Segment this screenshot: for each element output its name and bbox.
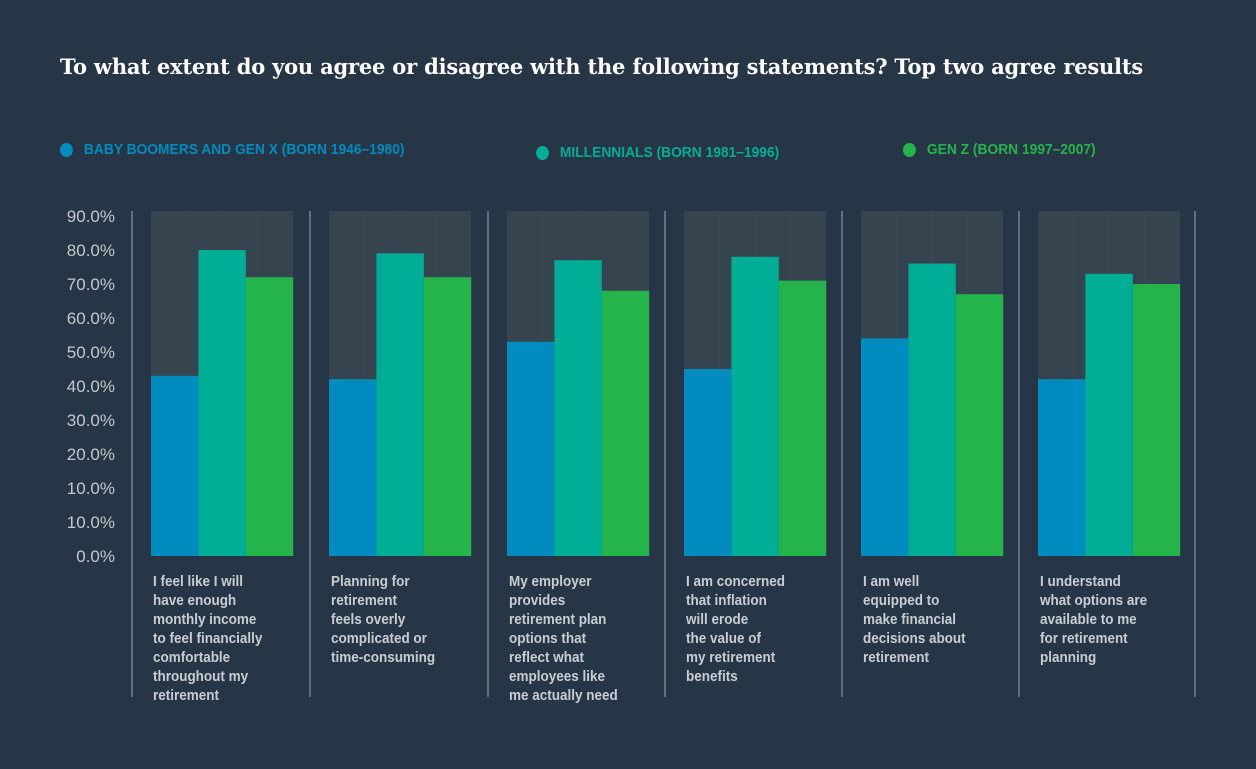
legend-dot-icon xyxy=(60,142,73,157)
legend-item-boomers-genx: BABY BOOMERS AND GEN X (BORN 1946–1980) xyxy=(60,141,404,158)
y-tick-label: 40.0% xyxy=(67,377,115,396)
category-label: I am concerned that inflation will erode… xyxy=(686,574,785,685)
legend-label: MILLENNIALS (BORN 1981–1996) xyxy=(559,144,780,161)
bar-gen-z xyxy=(601,290,650,556)
legend-item-gen-z: GEN Z (BORN 1997–2007) xyxy=(903,141,1096,158)
y-tick-label: 0.0% xyxy=(76,547,115,566)
legend-item-millennials: MILLENNIALS (BORN 1981–1996) xyxy=(536,144,779,161)
bar-millennials xyxy=(908,263,956,556)
bar-boomers-genx xyxy=(151,375,199,556)
y-tick-label: 60.0% xyxy=(67,309,115,328)
bar-gen-z xyxy=(245,277,294,556)
legend-dot-icon xyxy=(903,142,916,157)
y-tick-label: 20.0% xyxy=(67,445,115,464)
bar-gen-z xyxy=(423,277,472,556)
bar-millennials xyxy=(554,260,602,556)
bar-gen-z xyxy=(1132,284,1181,556)
y-tick-label: 10.0% xyxy=(67,513,115,532)
bar-gen-z xyxy=(955,294,1004,556)
bar-millennials xyxy=(376,253,424,556)
category-label: My employer provides retirement plan opt… xyxy=(509,574,618,704)
bar-gen-z xyxy=(778,280,827,556)
legend-label: GEN Z (BORN 1997–2007) xyxy=(926,141,1096,158)
bar-millennials xyxy=(1085,273,1133,556)
y-tick-label: 30.0% xyxy=(67,411,115,430)
bar-boomers-genx xyxy=(1038,379,1086,556)
bar-boomers-genx xyxy=(861,338,909,556)
bar-millennials xyxy=(198,250,246,556)
y-tick-label: 80.0% xyxy=(67,241,115,260)
category-label: I am well equipped to make financial dec… xyxy=(863,574,966,666)
category-label: I understand what options are available … xyxy=(1040,574,1148,666)
bar-millennials xyxy=(731,256,779,556)
bar-boomers-genx xyxy=(684,369,732,556)
legend-label: BABY BOOMERS AND GEN X (BORN 1946–1980) xyxy=(83,141,405,158)
legend-dot-icon xyxy=(536,145,549,160)
y-tick-label: 50.0% xyxy=(67,343,115,362)
bar-boomers-genx xyxy=(507,341,555,556)
y-tick-label: 10.0% xyxy=(67,479,115,498)
bar-boomers-genx xyxy=(329,379,377,556)
y-tick-label: 70.0% xyxy=(67,275,115,294)
category-label: Planning for retirement feels overly com… xyxy=(331,574,436,666)
y-tick-label: 90.0% xyxy=(67,207,115,226)
category-label: I feel like I will have enough monthly i… xyxy=(153,574,263,704)
chart-title: To what extent do you agree or disagree … xyxy=(60,54,1143,79)
